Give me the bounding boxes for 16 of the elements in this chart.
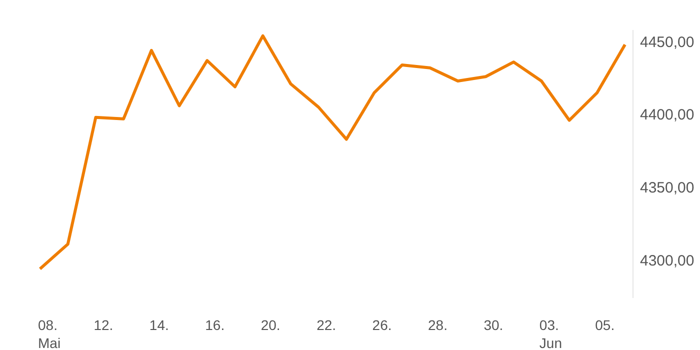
x-tick-label: 12. [94, 317, 114, 333]
x-tick-label: 03. Jun [539, 317, 562, 350]
y-tick-label: 4300,00 [640, 252, 694, 270]
line-series [38, 34, 626, 270]
y-tick-label: 4350,00 [640, 180, 694, 197]
x-tick-label: 08. Mai [38, 317, 61, 350]
x-tick-label: 30. [484, 317, 504, 333]
x-tick-label: 16. [205, 317, 225, 333]
x-tick-label: 26. [372, 317, 392, 333]
x-tick-label: 20. [260, 317, 280, 333]
x-tick-label: 28. [428, 317, 448, 333]
x-tick-label: 22. [316, 317, 336, 333]
y-tick-label: 4450,00 [640, 34, 694, 51]
x-tick-label: 14. [149, 317, 169, 333]
y-tick-label: 4400,00 [640, 106, 694, 124]
x-tick-label: 05. [595, 317, 615, 333]
